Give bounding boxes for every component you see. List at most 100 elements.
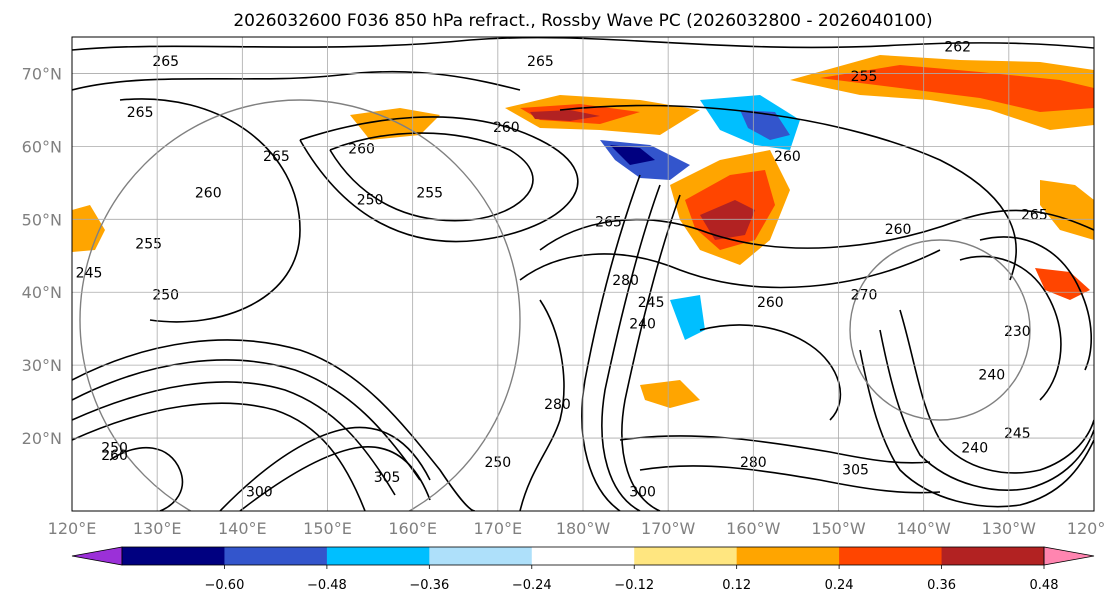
- negative-anomaly-bering-core: [740, 110, 790, 140]
- y-tick-label: 30°N: [22, 356, 62, 375]
- negative-anomaly-midlat: [670, 295, 705, 340]
- contour-line: [72, 359, 421, 481]
- x-tick-label: 120°W: [1067, 519, 1105, 538]
- colorbar-tick-label: −0.48: [307, 578, 347, 593]
- x-tick-label: 130°E: [133, 519, 182, 538]
- colorbar-tick-label: 0.12: [722, 578, 751, 593]
- contour-line: [959, 255, 1062, 401]
- contour-label: 240: [978, 368, 1005, 384]
- contour-label: 260: [757, 295, 784, 311]
- contour-label: 250: [357, 193, 384, 209]
- contour-label: 305: [842, 463, 869, 479]
- gridlines: [72, 37, 1094, 511]
- contour-line: [879, 329, 1094, 491]
- contour-label: 260: [493, 120, 520, 136]
- contour-label: 240: [961, 441, 988, 457]
- contour-label: 250: [152, 288, 179, 304]
- contour-label: 280: [612, 273, 639, 289]
- colorbar-extend-low: [71, 546, 123, 566]
- contour-label: 260: [101, 448, 128, 464]
- x-axis: 120°E 130°E 140°E 150°E 160°E 170°E 180°W 170°W…: [48, 519, 1105, 538]
- map-frame: [71, 36, 1095, 512]
- contour-line: [109, 446, 184, 511]
- contour-line: [581, 174, 641, 511]
- colorbar-tick-label: −0.24: [512, 578, 552, 593]
- positive-anomaly-arctic-east-core: [820, 65, 1094, 112]
- contour-label: 265: [152, 54, 179, 70]
- contour-line: [699, 324, 842, 421]
- positive-anomaly-west: [72, 205, 105, 252]
- contour-line: [72, 381, 396, 496]
- refractivity-contours: [72, 37, 1094, 511]
- colorbar-segment: [326, 547, 430, 565]
- x-tick-label: 140°W: [896, 519, 951, 538]
- x-tick-label: 140°E: [218, 519, 267, 538]
- contour-label: 305: [374, 470, 401, 486]
- colorbar-segment: [634, 547, 738, 565]
- contour-line: [519, 299, 565, 511]
- contour-line: [119, 98, 301, 323]
- contour-label: 255: [416, 185, 443, 201]
- colorbar-extend-high: [1043, 546, 1095, 566]
- contour-label: 240: [629, 317, 656, 333]
- colorbar-segment: [941, 547, 1045, 565]
- contour-label: 270: [851, 288, 878, 304]
- contour-label: 260: [348, 142, 375, 158]
- contour-labels: 265 265 260 265 265 260 260 255 250 255 245 250 265 2…: [76, 40, 1048, 501]
- colorbar-segment: [736, 547, 840, 565]
- x-tick-label: 180°W: [556, 519, 611, 538]
- contour-label: 260: [885, 222, 912, 238]
- colorbar-segment: [429, 547, 533, 565]
- y-tick-label: 50°N: [22, 210, 62, 229]
- y-tick-label: 20°N: [22, 429, 62, 448]
- colorbar-frame: [121, 546, 1045, 566]
- contour-label: 265: [1021, 207, 1048, 223]
- contour-line: [219, 426, 431, 511]
- contour-label: 250: [101, 441, 128, 457]
- x-tick-label: 160°W: [726, 519, 781, 538]
- colorbar-segment: [224, 547, 328, 565]
- wave-packet-circle: [79, 99, 521, 511]
- x-tick-label: 150°W: [811, 519, 866, 538]
- contour-label: 230: [1004, 324, 1031, 340]
- negative-anomaly-kamchatka-core: [610, 145, 655, 165]
- x-tick-label: 120°E: [48, 519, 97, 538]
- colorbar-tick-label: −0.12: [614, 578, 654, 593]
- contour-label: 262: [944, 40, 971, 56]
- wave-packet-circles: [79, 99, 1031, 511]
- colorbar-segment: [122, 547, 225, 565]
- colorbar: −0.60 −0.48 −0.36 −0.24 −0.12 0.12 0.24 0.36 0.4…: [71, 546, 1095, 593]
- contour-label: 265: [127, 105, 154, 121]
- contour-label: 260: [195, 185, 222, 201]
- x-tick-label: 150°E: [303, 519, 352, 538]
- contour-label: 245: [76, 266, 103, 282]
- x-tick-label: 160°E: [388, 519, 437, 538]
- colorbar-tick-label: 0.36: [927, 578, 956, 593]
- contour-line: [619, 435, 931, 464]
- contour-line: [559, 104, 1017, 281]
- strong-anomaly-gulf-core: [700, 200, 755, 240]
- contour-label: 300: [246, 484, 273, 500]
- colorbar-segment: [839, 547, 943, 565]
- contour-line: [601, 184, 661, 511]
- x-tick-label: 170°W: [641, 519, 696, 538]
- contour-line: [329, 132, 534, 222]
- contour-label: 265: [263, 149, 290, 165]
- contour-line: [72, 339, 476, 511]
- y-tick-label: 60°N: [22, 137, 62, 156]
- contour-line: [72, 402, 366, 511]
- x-tick-label: 130°W: [982, 519, 1037, 538]
- x-tick-label: 170°E: [474, 519, 523, 538]
- colorbar-tick-label: 0.48: [1030, 578, 1059, 593]
- contour-line: [859, 349, 1094, 508]
- y-axis: 20°N 30°N 40°N 50°N 60°N 70°N: [22, 64, 62, 448]
- colorbar-tick-label: 0.24: [825, 578, 854, 593]
- contour-label: 255: [135, 236, 162, 252]
- wave-packet-circle: [849, 239, 1031, 421]
- positive-anomaly-siberia: [350, 108, 440, 140]
- strong-anomaly-north-pacific-core: [530, 110, 600, 121]
- contour-line: [72, 70, 521, 91]
- contour-label: 255: [851, 69, 878, 85]
- contour-label: 265: [527, 54, 554, 70]
